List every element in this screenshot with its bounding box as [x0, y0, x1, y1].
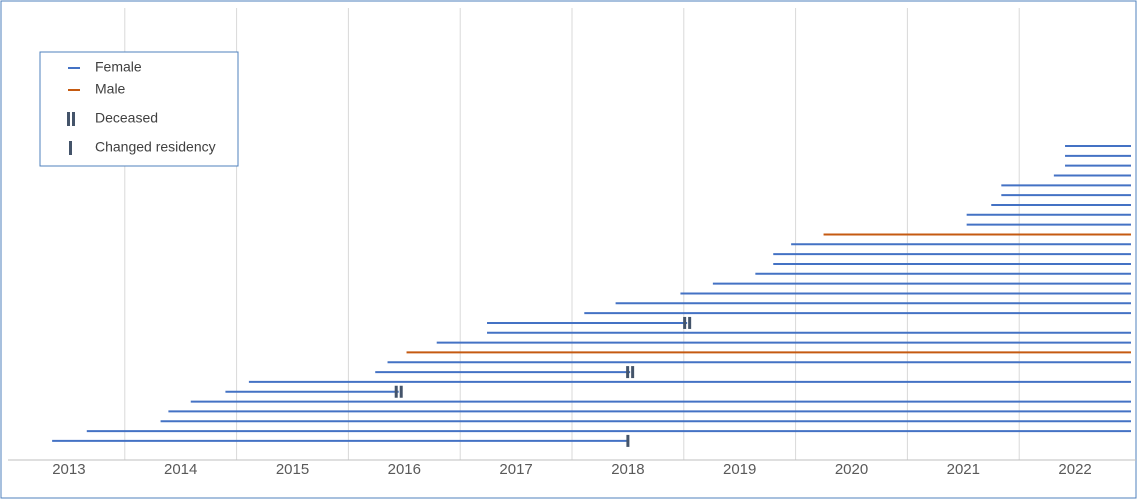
event-marker — [626, 434, 630, 447]
x-tick-label: 2021 — [947, 461, 980, 478]
legend-box — [39, 51, 239, 167]
x-tick-label: 2019 — [723, 461, 756, 478]
x-tick-label: 2018 — [611, 461, 644, 478]
event-marker — [688, 316, 692, 329]
x-tick-label: 2017 — [499, 461, 532, 478]
legend-swatch — [72, 112, 75, 126]
event-marker — [399, 385, 403, 398]
x-tick-label: 2014 — [164, 461, 197, 478]
event-marker — [626, 366, 630, 379]
legend-label: Changed residency — [95, 139, 216, 155]
legend-label: Female — [95, 59, 142, 75]
event-marker — [683, 316, 687, 329]
x-tick-label: 2022 — [1058, 461, 1091, 478]
x-tick-label: 2015 — [276, 461, 309, 478]
legend-swatch — [67, 112, 70, 126]
legend-label: Deceased — [95, 110, 158, 126]
event-marker — [631, 366, 635, 379]
x-tick-label: 2016 — [388, 461, 421, 478]
event-marker — [394, 385, 398, 398]
legend-label: Male — [95, 81, 126, 97]
x-tick-label: 2013 — [52, 461, 85, 478]
legend-swatch — [69, 141, 72, 155]
x-tick-label: 2020 — [835, 461, 868, 478]
